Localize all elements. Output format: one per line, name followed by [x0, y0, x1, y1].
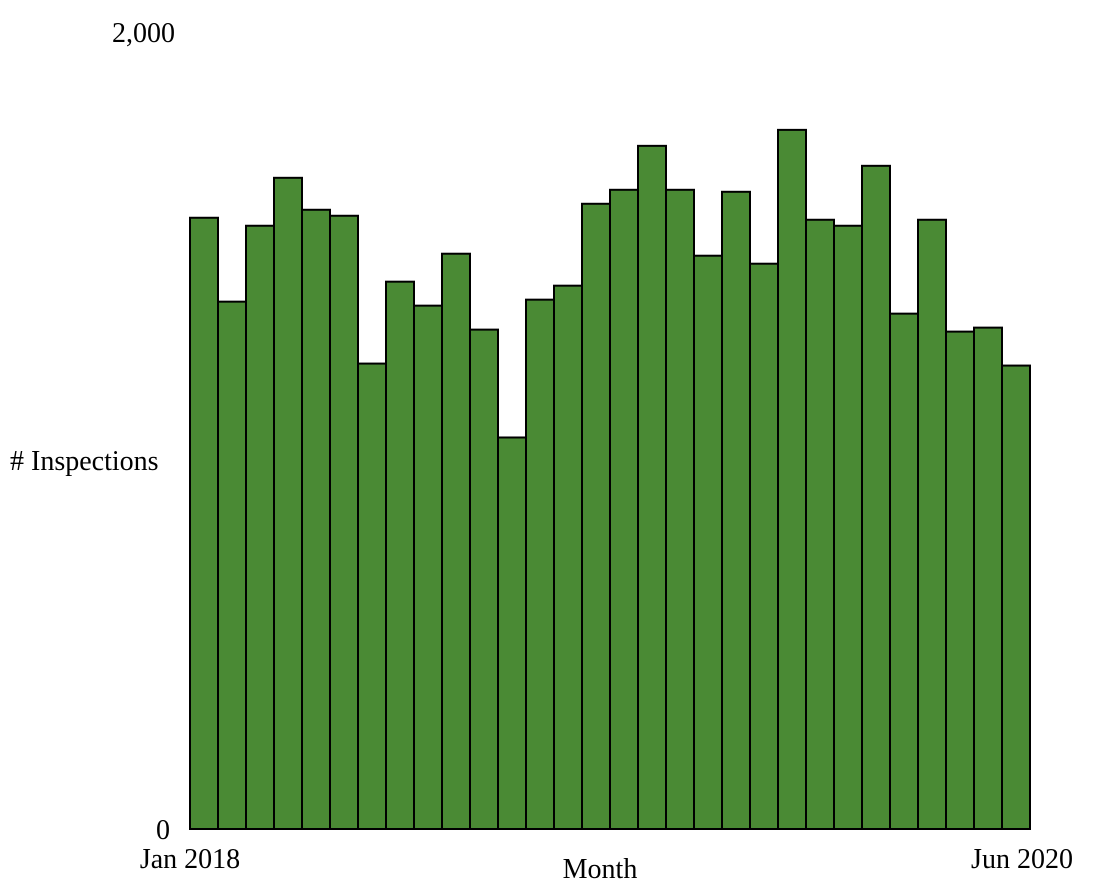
x-tick-label-start: Jan 2018 [140, 844, 240, 875]
bar-may-2020 [973, 326, 1003, 830]
bar-jan-2020 [861, 164, 891, 830]
bar-jun-2019 [665, 188, 695, 831]
bar-feb-2018 [217, 300, 247, 831]
bar-mar-2018 [245, 224, 275, 830]
bar-feb-2020 [889, 312, 919, 830]
bar-aug-2018 [385, 280, 415, 830]
bar-aug-2019 [721, 190, 751, 831]
bars-group [189, 128, 1031, 831]
y-axis-label: # Inspections [10, 446, 159, 477]
bar-jun-2020 [1001, 364, 1031, 830]
bar-apr-2020 [945, 330, 975, 830]
bar-jun-2018 [329, 214, 359, 830]
x-axis-label: Month [563, 854, 638, 885]
x-tick-label-end: Jun 2020 [971, 844, 1073, 875]
bar-may-2018 [301, 208, 331, 830]
bar-nov-2018 [469, 328, 499, 830]
y-tick-label-max: 2,000 [112, 18, 175, 49]
bar-feb-2019 [553, 284, 583, 830]
bar-jul-2018 [357, 362, 387, 830]
bar-apr-2019 [609, 188, 639, 831]
bar-mar-2019 [581, 202, 611, 831]
y-tick-label-min: 0 [156, 815, 170, 846]
bar-jan-2019 [525, 298, 555, 831]
bar-dec-2018 [497, 436, 527, 830]
bar-dec-2019 [833, 224, 863, 830]
bar-sep-2018 [413, 304, 443, 830]
bar-jan-2018 [189, 216, 219, 830]
bar-oct-2019 [777, 128, 807, 830]
bar-oct-2018 [441, 252, 471, 831]
bar-may-2019 [637, 144, 667, 831]
bar-jul-2019 [693, 254, 723, 830]
bar-sep-2019 [749, 262, 779, 830]
bar-mar-2020 [917, 218, 947, 830]
bar-apr-2018 [273, 176, 303, 830]
bar-nov-2019 [805, 218, 835, 830]
